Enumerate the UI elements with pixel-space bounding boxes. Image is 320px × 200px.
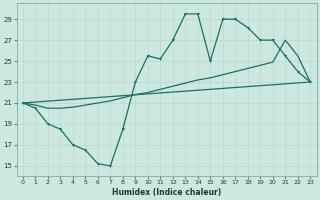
X-axis label: Humidex (Indice chaleur): Humidex (Indice chaleur) [112, 188, 221, 197]
